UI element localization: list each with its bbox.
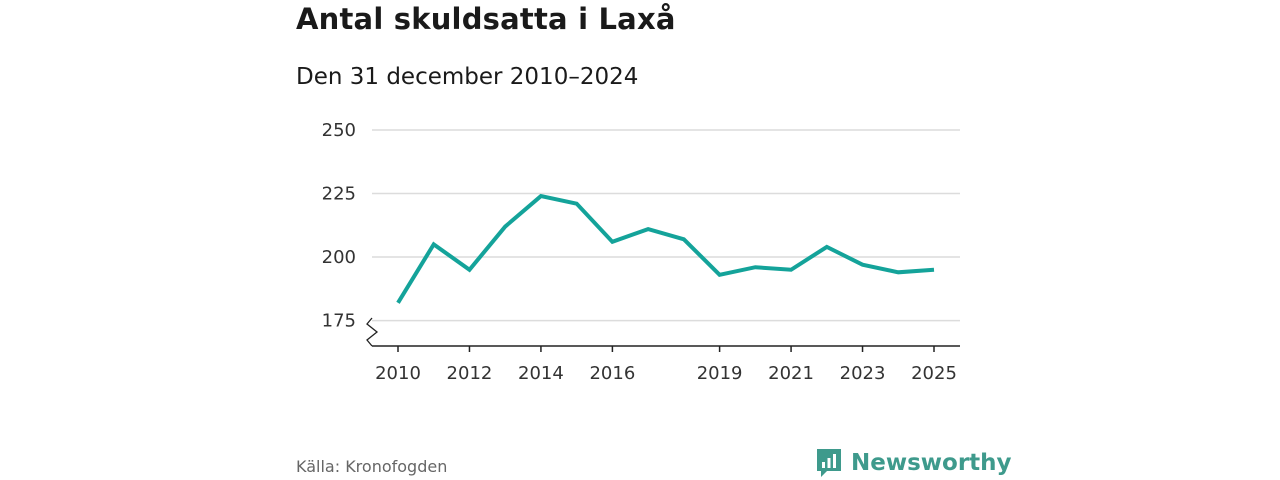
x-tick-label: 2012	[447, 363, 493, 384]
x-tick-label: 2019	[697, 363, 743, 384]
brand-logo: Newsworthy	[815, 447, 1012, 479]
x-tick-label: 2010	[375, 363, 421, 384]
y-axis-break-icon	[366, 317, 379, 347]
x-tick-label: 2023	[840, 363, 886, 384]
bar-chart-logo-icon	[817, 449, 841, 477]
series-line-0	[396, 193, 935, 304]
gridlines	[372, 129, 960, 322]
x-tick-label: 2014	[518, 363, 564, 384]
source-note: Källa: Kronofogden	[296, 457, 448, 476]
x-tick-label: 2016	[589, 363, 635, 384]
series-layer	[396, 193, 935, 304]
y-tick-label: 175	[322, 311, 356, 332]
x-tick-label: 2021	[768, 363, 814, 384]
y-tick-label: 250	[322, 120, 356, 141]
axes: 175 200 225 250 2010 2012 2014 2016 2019 2021 2023…	[322, 120, 960, 384]
y-tick-label: 200	[322, 247, 356, 268]
chart-title: Antal skuldsatta i Laxå	[296, 2, 676, 36]
chart-subtitle: Den 31 december 2010–2024	[296, 64, 639, 90]
x-tick-label: 2025	[911, 363, 957, 384]
brand-name: Newsworthy	[851, 450, 1012, 476]
y-tick-label: 225	[322, 184, 356, 205]
